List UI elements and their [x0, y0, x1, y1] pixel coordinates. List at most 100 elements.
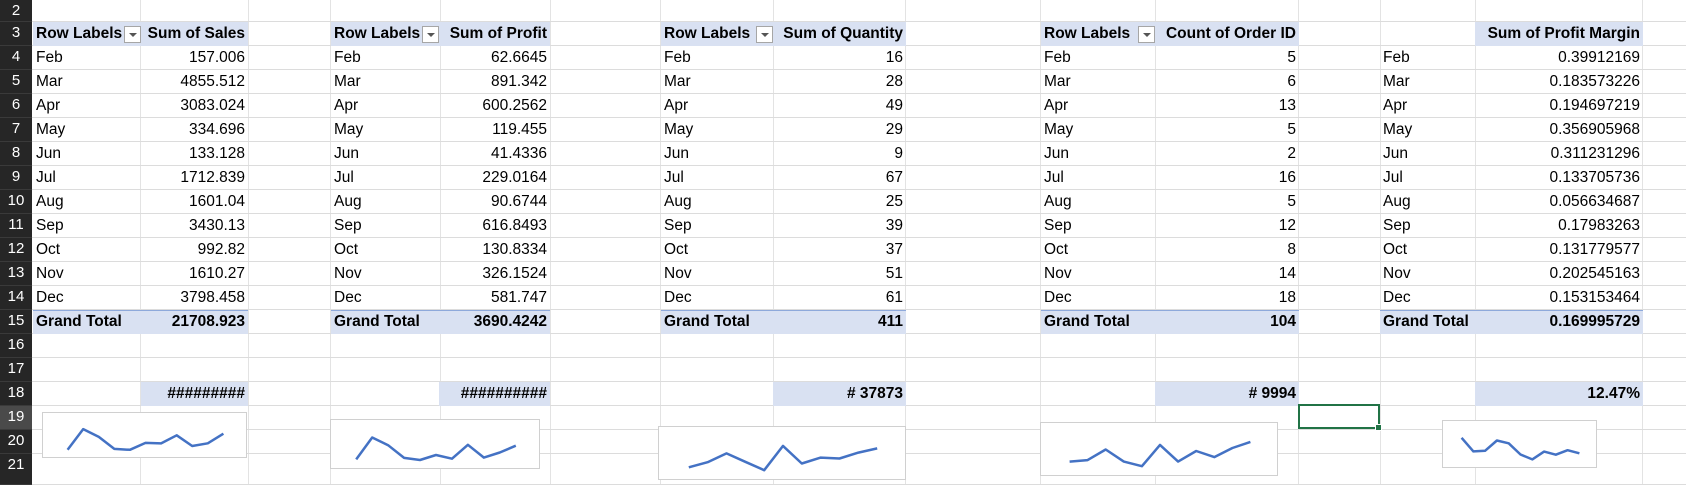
pivot-value-cell[interactable]: 891.342 — [490, 73, 547, 90]
pivot-value-cell[interactable]: 5 — [1287, 121, 1296, 138]
pivot-row-label[interactable]: Jun — [1383, 145, 1408, 162]
pivot-value-cell[interactable]: 0.356905968 — [1549, 121, 1640, 138]
filter-dropdown-icon[interactable] — [756, 26, 773, 43]
pivot-value-header[interactable]: Sum of Profit Margin — [1487, 25, 1640, 42]
pivot-row-label[interactable]: Oct — [1383, 241, 1408, 258]
pivot-value-cell[interactable]: 16 — [885, 49, 903, 66]
filter-dropdown-icon[interactable] — [124, 26, 141, 43]
pivot-row-label[interactable]: Apr — [334, 97, 359, 114]
pivot-row-labels-header[interactable]: Row Labels — [664, 25, 751, 42]
pivot-value-cell[interactable]: 41.4336 — [490, 145, 547, 162]
pivot-row-label[interactable]: Jun — [664, 145, 689, 162]
row-header-13[interactable]: 13 — [0, 262, 32, 286]
pivot-value-cell[interactable]: 51 — [885, 265, 903, 282]
grand-total-value[interactable]: 104 — [1270, 313, 1296, 330]
pivot-row-label[interactable]: Dec — [1044, 289, 1072, 306]
pivot-value-cell[interactable]: 600.2562 — [482, 97, 547, 114]
pivot-row-labels-header[interactable]: Row Labels — [334, 25, 421, 42]
pivot-row-label[interactable]: Feb — [334, 49, 361, 66]
row-header-19[interactable]: 19 — [0, 406, 32, 430]
pivot-value-cell[interactable]: 90.6744 — [490, 193, 547, 210]
pivot-row-label[interactable]: Jul — [1044, 169, 1064, 186]
pivot-row-label[interactable]: Jun — [1044, 145, 1069, 162]
pivot-value-cell[interactable]: 0.153153464 — [1549, 289, 1640, 306]
pivot-row-label[interactable]: Jul — [36, 169, 56, 186]
filter-dropdown-icon[interactable] — [1138, 26, 1155, 43]
pivot-row-label[interactable]: May — [1383, 121, 1413, 138]
pivot-row-label[interactable]: Sep — [334, 217, 362, 234]
row-header-9[interactable]: 9 — [0, 166, 32, 190]
sparkline-orders[interactable] — [1040, 422, 1278, 476]
pivot-value-cell[interactable]: 119.455 — [492, 121, 547, 138]
row-header-5[interactable]: 5 — [0, 70, 32, 94]
pivot-value-cell[interactable]: 1601.04 — [188, 193, 245, 210]
pivot-row-label[interactable]: Dec — [1383, 289, 1411, 306]
pivot-row-label[interactable]: Feb — [664, 49, 691, 66]
pivot-row-label[interactable]: Sep — [1044, 217, 1072, 234]
pivot-value-cell[interactable]: 62.6645 — [490, 49, 547, 66]
pivot-value-cell[interactable]: 25 — [885, 193, 903, 210]
pivot-row-label[interactable]: Nov — [1044, 265, 1072, 282]
pivot-value-cell[interactable]: 133.128 — [188, 145, 245, 162]
pivot-value-cell[interactable]: 12 — [1278, 217, 1296, 234]
row-header-4[interactable]: 4 — [0, 46, 32, 70]
pivot-value-cell[interactable]: 0.202545163 — [1549, 265, 1640, 282]
pivot-value-cell[interactable]: 3083.024 — [180, 97, 245, 114]
pivot-row-label[interactable]: Oct — [1044, 241, 1069, 258]
row-header-16[interactable]: 16 — [0, 334, 32, 358]
pivot-row-label[interactable]: Jul — [664, 169, 684, 186]
pivot-value-cell[interactable]: 0.183573226 — [1549, 73, 1640, 90]
pivot-value-cell[interactable]: 8 — [1287, 241, 1296, 258]
pivot-value-cell[interactable]: 0.39912169 — [1558, 49, 1640, 66]
row-header-10[interactable]: 10 — [0, 190, 32, 214]
sparkline-quantity[interactable] — [658, 426, 906, 480]
pivot-value-header[interactable]: Sum of Profit — [449, 25, 547, 42]
pivot-value-cell[interactable]: 1610.27 — [188, 265, 245, 282]
pivot-row-label[interactable]: Sep — [664, 217, 692, 234]
pivot-row-label[interactable]: Oct — [334, 241, 359, 258]
pivot-value-cell[interactable]: 157.006 — [188, 49, 245, 66]
row-header-12[interactable]: 12 — [0, 238, 32, 262]
pivot-value-cell[interactable]: 2 — [1287, 145, 1296, 162]
pivot-row-label[interactable]: Dec — [36, 289, 64, 306]
pivot-value-cell[interactable]: 334.696 — [188, 121, 245, 138]
pivot-row-labels-header[interactable]: Row Labels — [1044, 25, 1131, 42]
pivot-row-label[interactable]: Mar — [664, 73, 691, 90]
pivot-value-cell[interactable]: 0.131779577 — [1549, 241, 1640, 258]
grand-total-label[interactable]: Grand Total — [36, 313, 122, 330]
row-header-18[interactable]: 18 — [0, 382, 32, 406]
row-header-6[interactable]: 6 — [0, 94, 32, 118]
row-header-7[interactable]: 7 — [0, 118, 32, 142]
pivot-value-cell[interactable]: 616.8493 — [482, 217, 547, 234]
row-header-15[interactable]: 15 — [0, 310, 32, 334]
row-header-11[interactable]: 11 — [0, 214, 32, 238]
pivot-row-label[interactable]: Mar — [36, 73, 63, 90]
pivot-value-cell[interactable]: 4855.512 — [180, 73, 245, 90]
pivot-value-cell[interactable]: 1712.839 — [180, 169, 245, 186]
pivot-row-labels-header[interactable]: Row Labels — [36, 25, 123, 42]
pivot-value-cell[interactable]: 0.056634687 — [1549, 193, 1640, 210]
row-header-2[interactable]: 2 — [0, 0, 32, 22]
pivot-value-cell[interactable]: 326.1524 — [482, 265, 547, 282]
row-header-20[interactable]: 20 — [0, 430, 32, 454]
pivot-value-header[interactable]: Sum of Sales — [147, 25, 245, 42]
pivot-row-label[interactable]: Oct — [36, 241, 61, 258]
pivot-row-label[interactable]: May — [36, 121, 66, 138]
pivot-row-label[interactable]: Nov — [36, 265, 64, 282]
pivot-row-label[interactable]: Apr — [36, 97, 61, 114]
active-cell-selection[interactable] — [1298, 404, 1382, 431]
pivot-row-label[interactable]: Feb — [1383, 49, 1410, 66]
grand-total-label[interactable]: Grand Total — [664, 313, 750, 330]
row-header-8[interactable]: 8 — [0, 142, 32, 166]
grand-total-value[interactable]: 0.169995729 — [1549, 313, 1640, 330]
filter-dropdown-icon[interactable] — [422, 26, 439, 43]
pivot-row-label[interactable]: Aug — [1044, 193, 1072, 210]
pivot-row-label[interactable]: Oct — [664, 241, 689, 258]
grand-total-value[interactable]: 3690.4242 — [473, 313, 547, 330]
row-header-17[interactable]: 17 — [0, 358, 32, 382]
grand-total-value[interactable]: 411 — [877, 313, 903, 330]
pivot-value-cell[interactable]: 0.311231296 — [1550, 145, 1640, 162]
pivot-value-cell[interactable]: 16 — [1278, 169, 1296, 186]
pivot-value-cell[interactable]: 229.0164 — [482, 169, 547, 186]
